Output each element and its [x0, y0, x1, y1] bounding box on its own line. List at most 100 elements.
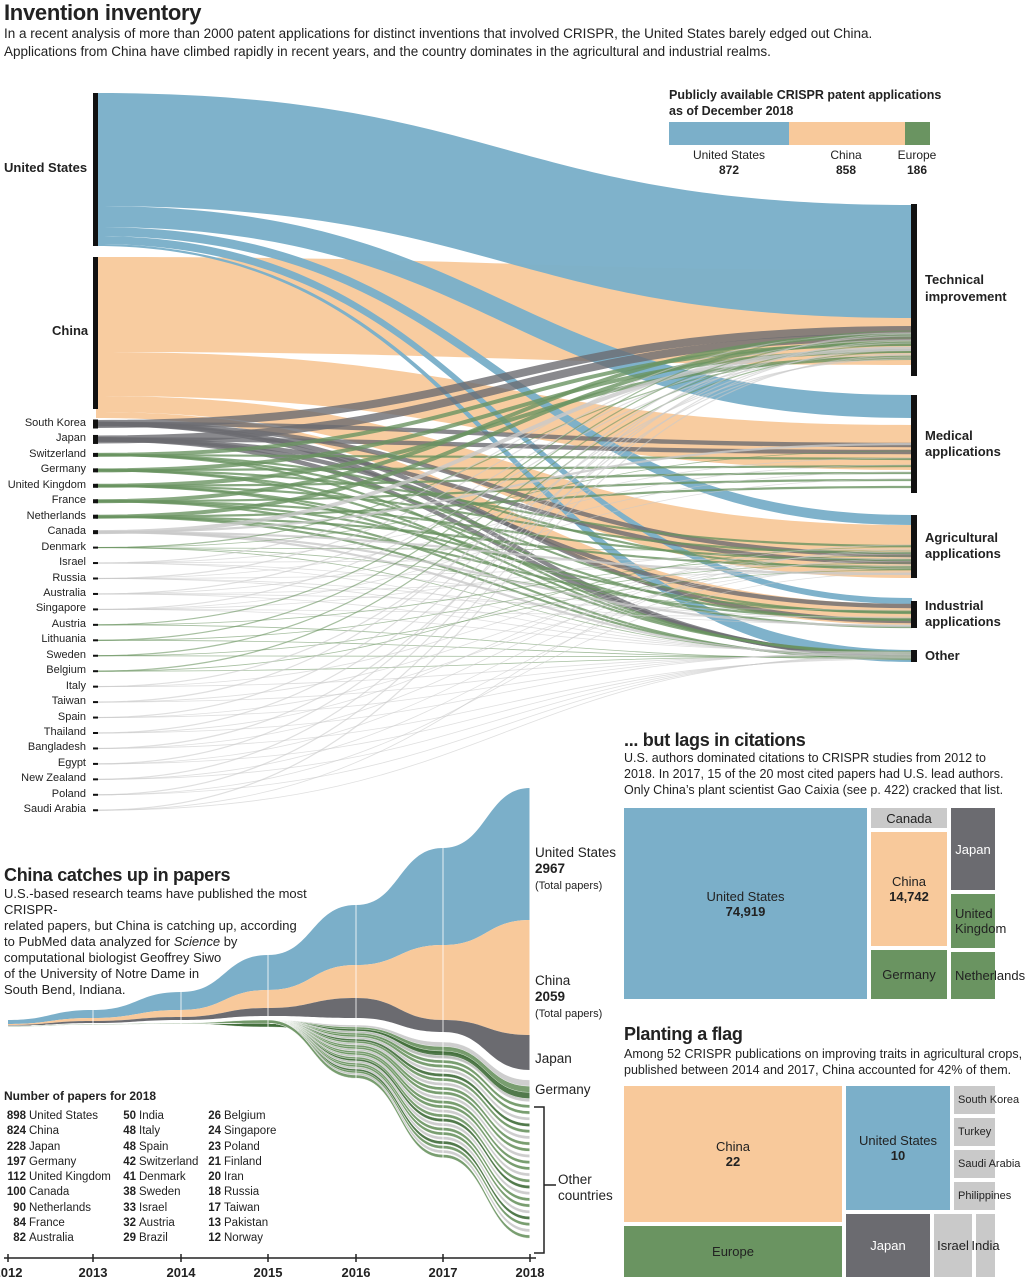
sankey-link-spain-0: [95, 342, 913, 719]
source-label-canada: Canada: [47, 525, 86, 538]
sankey-link-canada-1: [95, 442, 913, 534]
year-label-2013: 2013: [79, 1265, 108, 1280]
sankey-link-us-to-medical: [96, 206, 912, 418]
year-label-2017: 2017: [429, 1265, 458, 1280]
papers-2018-value: 100: [6, 1186, 26, 1199]
cell-india: India: [971, 1212, 1000, 1279]
source-label-israel: Israel: [59, 556, 86, 569]
legend-china: China 858: [830, 148, 862, 177]
sankey-link-singapore-1: [95, 478, 913, 610]
sankey-link-canada-0: [95, 347, 913, 535]
sankey-link-italy-0: [95, 358, 913, 688]
source-bar-egypt: [93, 762, 98, 765]
source-label-sweden: Sweden: [46, 648, 86, 661]
subtitle-line-1: In a recent analysis of more than 2000 p…: [4, 26, 873, 41]
papers-label-other: Other countries: [558, 1172, 613, 1203]
papers-2018-value: 824: [6, 1125, 26, 1138]
papers-axis: 2012201320142015201620172018: [0, 788, 544, 1280]
cell-china: China 22: [622, 1084, 844, 1224]
papers-2018-country: Austria: [139, 1217, 175, 1230]
source-bar-israel: [93, 562, 98, 565]
sankey-link-austria-2: [95, 555, 913, 626]
papers-2018-value: 12: [208, 1232, 221, 1245]
papers-2018-value: 18: [208, 1186, 221, 1199]
sankey-link-denmark-1: [95, 450, 913, 548]
papers-2018-country: Japan: [29, 1140, 61, 1153]
source-bar-new-zealand: [93, 778, 98, 781]
cell-japan: Japan: [844, 1212, 932, 1279]
source-label-germany: Germany: [40, 463, 86, 476]
sankey-link-new-zealand-2: [95, 565, 913, 780]
sankey-link-japan-1: [95, 437, 913, 455]
target-label-technical: Technical improvement: [925, 272, 1007, 304]
sankey-link-south-korea-1: [95, 421, 913, 448]
papers-2018-value: 898: [6, 1110, 26, 1122]
sankey-link-france-0: [95, 333, 913, 504]
papers-2018-country: Poland: [224, 1140, 260, 1153]
source-bar-canada: [93, 530, 98, 535]
papers-2018-value: 23: [208, 1140, 221, 1153]
source-label-austria: Austria: [51, 617, 86, 630]
source-label-australia: Australia: [43, 586, 86, 599]
sankey-link-france-1: [95, 478, 913, 503]
papers-2018-row: 20 Iran: [199, 1170, 276, 1185]
cell-philippines: Philippines: [952, 1180, 1011, 1212]
cell-europe: Europe: [622, 1224, 844, 1279]
papers-2018-title: Number of papers for 2018: [4, 1089, 157, 1103]
source-label-united-kingdom: United Kingdom: [7, 478, 86, 491]
papers-2018-row: 90 Netherlands: [4, 1201, 111, 1216]
citations-desc: U.S. authors dominated citations to CRIS…: [624, 751, 1004, 797]
source-label-japan: Japan: [56, 432, 86, 445]
papers-2018-country: India: [139, 1110, 164, 1122]
source-label-spain: Spain: [57, 710, 86, 723]
papers-2018-row: 100 Canada: [4, 1185, 111, 1200]
sankey-link-new-zealand-0: [95, 340, 913, 780]
cell-south-korea: South Korea: [952, 1084, 1019, 1116]
sankey-link-singapore-2: [95, 548, 913, 610]
papers-2018-country: Australia: [29, 1232, 74, 1245]
papers-2018-value: 24: [208, 1125, 221, 1138]
papers-2018-country: Spain: [139, 1140, 169, 1153]
legend-bar-us: [669, 122, 789, 145]
patent-legend-title: Publicly available CRISPR patent applica…: [669, 88, 942, 118]
sankey-link-belgium-4: [95, 655, 913, 672]
target-label-other: Other: [925, 648, 960, 663]
papers-2018-country: Taiwan: [224, 1201, 260, 1214]
source-label-belgium: Belgium: [46, 664, 86, 677]
cell-canada: Canada: [869, 806, 949, 830]
source-label-denmark: Denmark: [41, 540, 86, 553]
cell-japan: Japan: [949, 806, 997, 892]
papers-2018-row: 48 Italy: [114, 1124, 198, 1139]
flag-treemap: China 22 Europe United States 10 Japan Isr…: [622, 1084, 1020, 1279]
sankey-chart: [93, 93, 917, 812]
papers-2018-value: 82: [13, 1232, 26, 1245]
papers-2018-row: 48 Spain: [114, 1140, 198, 1155]
source-bar-belgium: [93, 670, 98, 673]
papers-label-us: United States 2967 (Total papers): [535, 845, 617, 892]
sankey-link-us-to-technical: [96, 93, 912, 318]
area-japan: [8, 998, 530, 1070]
papers-2018-country: Finland: [224, 1155, 262, 1168]
sankey-link-netherlands-1: [95, 485, 913, 518]
cell-netherlands: Netherlands: [949, 950, 1025, 1001]
papers-2018-row: 228 Japan: [4, 1140, 111, 1155]
sankey-link-singapore-0: [95, 353, 913, 610]
sankey-link-sweden-0: [95, 344, 913, 657]
papers-desc: U.S.-based research teams have published…: [4, 886, 307, 997]
papers-2018-value: 197: [6, 1155, 26, 1168]
papers-area-chart: 2012201320142015201620172018: [0, 788, 544, 1280]
sankey-link-israel-1: [95, 457, 913, 564]
target-bar-industrial: [911, 601, 917, 628]
cell-turkey: Turkey: [952, 1116, 997, 1148]
papers-2018-row: 898 United States: [4, 1109, 111, 1124]
sankey-link-switzerland-1: [95, 453, 913, 461]
legend-europe: Europe 186: [897, 148, 937, 177]
source-bar-austria: [93, 623, 98, 626]
source-bar-spain: [93, 716, 98, 719]
sankey-link-singapore-4: [95, 609, 913, 653]
source-bar-poland: [93, 793, 98, 796]
papers-2018-value: 41: [123, 1171, 136, 1184]
papers-2018-row: 21 Finland: [199, 1155, 276, 1170]
papers-label-china: China 2059 (Total papers): [535, 973, 603, 1020]
citations-title: ... but lags in citations: [624, 730, 806, 750]
